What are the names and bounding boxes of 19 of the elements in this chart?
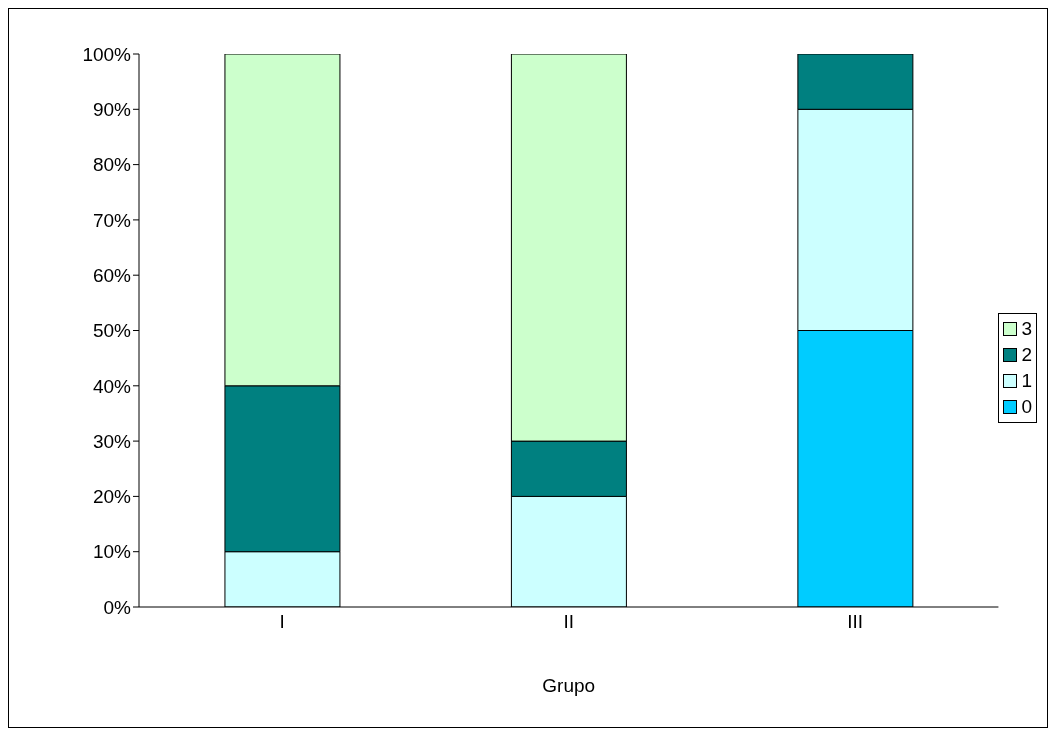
legend-label: 1 bbox=[1021, 369, 1032, 393]
x-axis-title: Grupo bbox=[542, 675, 596, 696]
y-tick-label: 90% bbox=[92, 99, 132, 121]
y-tick-label: 30% bbox=[92, 430, 132, 452]
legend-label: 3 bbox=[1021, 317, 1032, 341]
x-tick-label: I bbox=[279, 611, 285, 633]
legend-label: 0 bbox=[1021, 395, 1032, 419]
y-tick-label: 20% bbox=[92, 486, 132, 508]
y-tick-label: 80% bbox=[92, 154, 132, 176]
y-tick-label: 50% bbox=[92, 320, 132, 342]
x-tick-label: II bbox=[563, 611, 574, 633]
y-tick-label: 0% bbox=[103, 596, 132, 618]
y-tick-label: 100% bbox=[82, 43, 132, 65]
y-tick-label: 40% bbox=[92, 375, 132, 397]
x-tick-label: III bbox=[847, 611, 864, 633]
legend-label: 2 bbox=[1021, 343, 1032, 367]
y-tick-label: 60% bbox=[92, 264, 132, 286]
y-tick-label: 70% bbox=[92, 209, 132, 231]
y-tick-label: 10% bbox=[92, 541, 132, 563]
